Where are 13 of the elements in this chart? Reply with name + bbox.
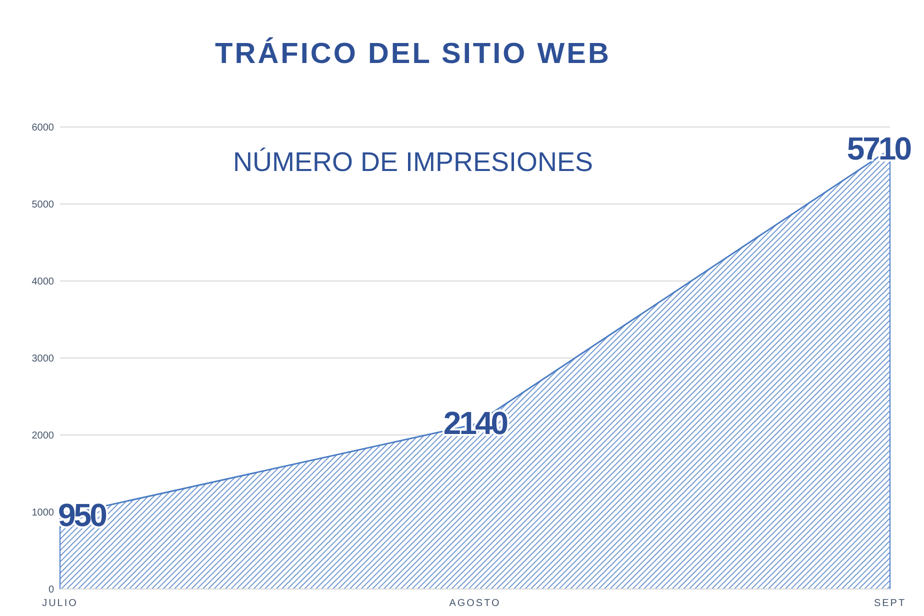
text: NÚMERO DE IMPRESIONES	[232, 147, 594, 177]
y-tick-label: 3000	[32, 354, 54, 364]
y-tick-label: 2000	[32, 430, 54, 442]
chart-title: TRÁFICO DEL SITIO WEB	[215, 37, 611, 70]
x-tick-label: SEPT	[874, 598, 906, 609]
y-tick-label: 5000	[32, 200, 54, 210]
y-tick-label: 1000	[32, 508, 54, 518]
data-label: 5710	[846, 130, 912, 166]
x-tick-label: AGOSTO	[449, 598, 501, 609]
y-tick-label: 0	[48, 584, 54, 596]
x-tick-label: JULIO	[42, 598, 78, 609]
y-tick-label: 6000	[32, 122, 54, 134]
y-tick-label: 4000	[32, 276, 54, 288]
